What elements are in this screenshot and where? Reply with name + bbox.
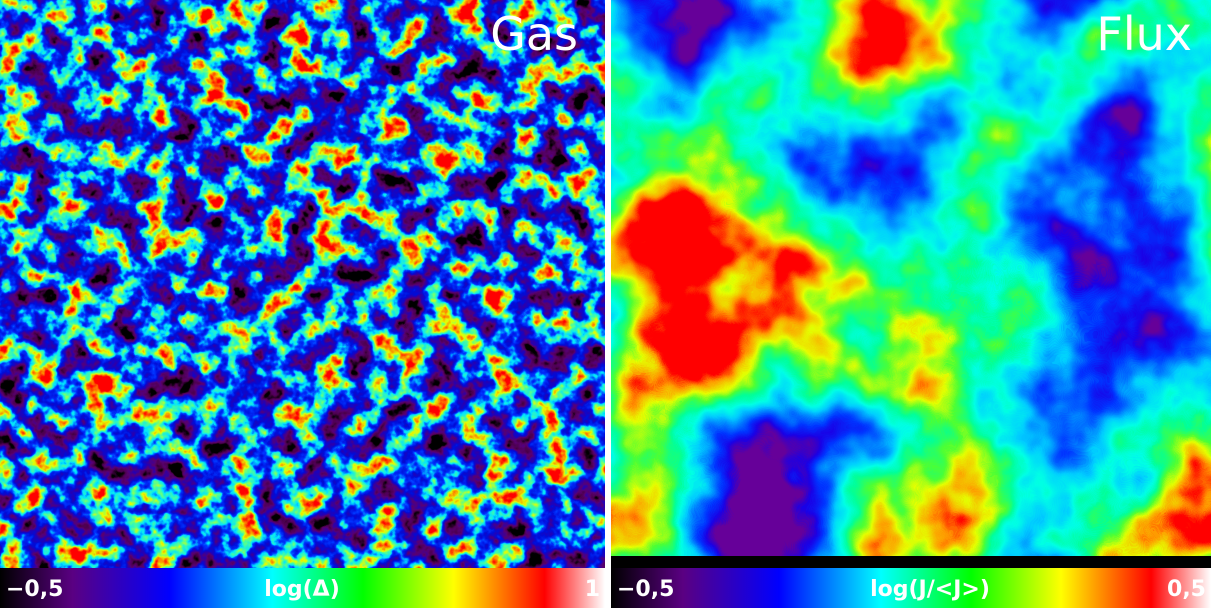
colorbar-label: log(Δ) xyxy=(264,577,340,602)
gas-panel: Gas −0,5 log(Δ) 1 xyxy=(0,0,605,608)
colorbar-label: log(J/<J>) xyxy=(870,577,990,602)
colorbar-max: 0,5 xyxy=(1167,577,1206,602)
gas-map xyxy=(0,0,605,568)
colorbar xyxy=(611,568,1211,608)
colorbar-max: 1 xyxy=(585,577,600,602)
colorbar-min: −0,5 xyxy=(617,577,674,602)
colorbar-min: −0,5 xyxy=(6,577,63,602)
flux-map xyxy=(611,0,1211,556)
flux-panel: Flux −0,5 log(J/<J>) 0,5 xyxy=(611,0,1211,608)
panel-title: Gas xyxy=(490,7,578,61)
panel-title: Flux xyxy=(1096,7,1192,61)
separator xyxy=(611,556,1211,568)
colorbar xyxy=(0,568,605,608)
